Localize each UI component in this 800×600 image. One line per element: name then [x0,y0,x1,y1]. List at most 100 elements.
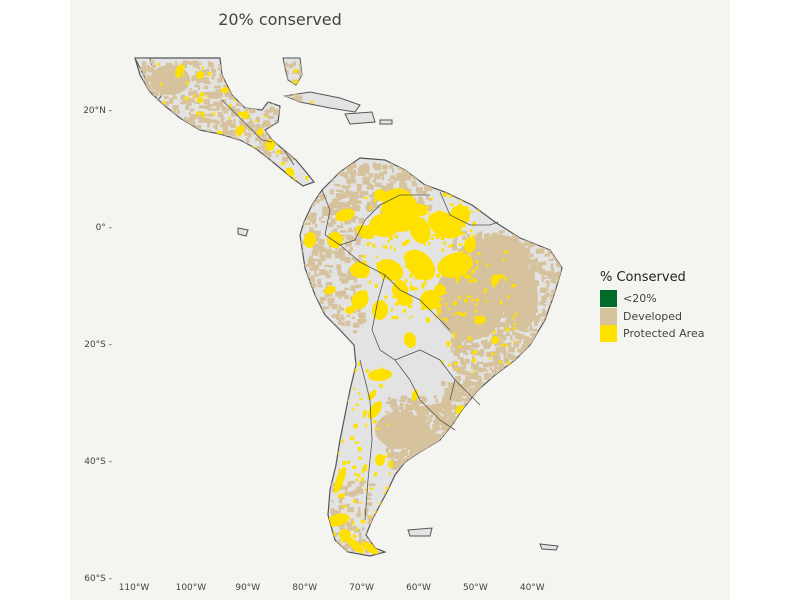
developed-patch [477,417,481,422]
developed-patch [313,325,320,331]
developed-patch [555,359,561,363]
developed-patch [339,527,346,530]
developed-patch [247,121,254,126]
developed-patch [430,455,433,459]
developed-patch [227,64,231,67]
developed-patch [455,430,459,434]
developed-patch [319,217,322,221]
developed-patch [330,203,335,209]
protected-area-patch [385,208,388,211]
developed-patch [272,69,279,75]
developed-patch [511,331,515,336]
developed-patch [352,203,357,209]
developed-patch [325,274,331,278]
developed-patch [408,169,413,173]
protected-area-patch [276,149,281,154]
developed-patch [420,190,427,195]
developed-patch [288,63,293,68]
developed-patch [341,252,346,257]
developed-patch [211,75,215,80]
developed-patch [400,395,408,400]
developed-patch [257,82,264,86]
protected-area-patch [193,94,195,99]
developed-patch [552,319,556,326]
developed-patch [518,380,525,386]
developed-patch [555,294,562,300]
developed-patch [306,196,309,199]
developed-patch [460,413,465,418]
developed-patch [547,388,554,395]
developed-patch [349,163,357,167]
developed-patch [325,321,329,324]
developed-patch [557,312,560,316]
developed-patch [239,118,244,125]
developed-patch [328,215,332,219]
developed-patch [298,132,301,135]
protected-area-patch [372,219,376,224]
protected-area-patch [408,305,413,308]
developed-patch [346,234,352,241]
developed-patch [409,165,413,171]
protected-area-patch [440,298,444,301]
protected-area-patch [286,129,289,132]
developed-patch [347,507,355,513]
developed-patch [494,324,501,328]
developed-patch [206,68,210,73]
developed-patch [459,429,466,433]
protected-area-patch [392,295,396,298]
protected-area-patch [465,197,470,201]
developed-patch [161,127,165,132]
developed-patch [463,418,468,422]
developed-patch [168,157,173,164]
developed-patch [430,458,436,464]
developed-patch [142,61,147,68]
developed-patch [283,65,288,69]
developed-patch [509,387,512,392]
protected-area-patch [300,110,304,113]
protected-area-patch [408,239,410,243]
protected-area-patch [396,267,400,270]
developed-patch [502,351,506,355]
developed-patch [549,298,557,301]
developed-patch [284,135,288,138]
developed-patch [390,402,393,408]
protected-area-patch [213,134,218,139]
protected-area-patch [361,470,364,473]
protected-area-patch [263,164,267,168]
developed-patch [261,62,266,66]
developed-patch [475,424,481,428]
developed-patch [392,460,400,466]
protected-area-patch [387,190,391,192]
developed-patch [541,275,544,282]
developed-patch [226,146,233,152]
developed-patch [246,66,251,70]
developed-patch [509,378,514,383]
developed-patch [415,173,420,178]
developed-patch [142,142,148,146]
developed-patch [251,103,257,107]
developed-patch [288,123,294,128]
developed-patch [403,182,407,185]
developed-patch [291,127,296,132]
protected-area-patch [293,68,298,73]
developed-patch [207,93,214,99]
developed-patch [437,450,442,454]
developed-patch [483,344,491,349]
protected-area-patch [422,221,425,224]
developed-patch [553,335,561,339]
protected-area-patch [216,130,222,135]
developed-patch [416,463,422,467]
developed-patch [459,414,466,421]
developed-patch [350,172,355,178]
developed-patch [237,147,241,153]
protected-area-patch [303,149,306,152]
developed-patch [431,454,434,460]
developed-patch [310,320,313,323]
developed-patch [546,377,553,381]
protected-area-patch [388,472,391,475]
developed-patch [335,246,338,251]
developed-patch [556,363,562,366]
developed-patch [394,454,401,460]
developed-patch [398,405,404,411]
developed-patch [236,94,244,97]
